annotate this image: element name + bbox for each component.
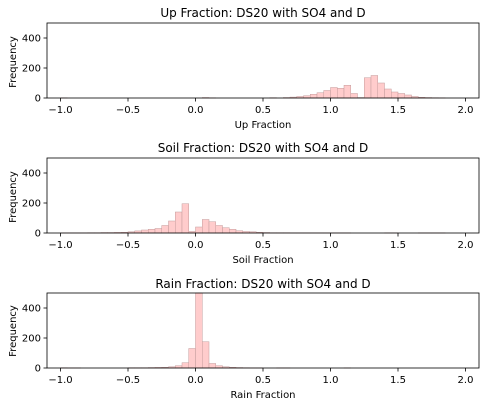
histogram-bar xyxy=(370,75,378,99)
histogram-bar xyxy=(215,225,223,234)
bars xyxy=(60,75,446,99)
x-axis-label: Up Fraction xyxy=(235,120,292,131)
y-tick-label: 200 xyxy=(22,64,41,75)
histogram-bar xyxy=(404,94,412,99)
histogram-bar xyxy=(168,220,176,234)
histogram-bar xyxy=(350,93,358,99)
y-tick-label: 400 xyxy=(22,169,41,180)
x-tick-label: −0.5 xyxy=(116,105,140,116)
x-tick-label: −1.0 xyxy=(48,375,72,386)
histogram-bar xyxy=(195,292,203,369)
x-tick-label: 1.5 xyxy=(390,375,406,386)
y-tick-label: 0 xyxy=(35,229,41,240)
x-tick-label: 1.0 xyxy=(323,240,339,251)
y-tick-label: 200 xyxy=(22,199,41,210)
soil-fraction-panel: Soil Fraction: DS20 with SO4 and D Soil … xyxy=(8,141,480,266)
y-tick-label: 0 xyxy=(35,94,41,105)
x-tick-label: 0.5 xyxy=(255,375,271,386)
histogram-bar xyxy=(175,211,183,234)
histogram-bar xyxy=(188,348,196,369)
x-tick-label: 1.0 xyxy=(323,375,339,386)
histogram-bar xyxy=(208,363,216,369)
histogram-bar xyxy=(181,203,189,234)
histogram-bar xyxy=(208,221,216,234)
histogram-bar xyxy=(330,87,338,99)
x-tick-label: −1.0 xyxy=(48,240,72,251)
histogram-bar xyxy=(202,341,210,369)
y-ticks: 0 200 400 xyxy=(22,304,47,375)
histogram-bar xyxy=(364,77,372,99)
histogram-bar xyxy=(337,88,345,99)
x-tick-label: −0.5 xyxy=(116,375,140,386)
bars xyxy=(60,292,351,369)
x-tick-label: 1.5 xyxy=(390,240,406,251)
x-tick-label: 0.5 xyxy=(255,240,271,251)
x-axis-label: Rain Fraction xyxy=(230,390,295,401)
y-tick-label: 400 xyxy=(22,304,41,315)
chart-title: Rain Fraction: DS20 with SO4 and D xyxy=(155,277,370,291)
y-tick-label: 200 xyxy=(22,334,41,345)
x-tick-label: 2.0 xyxy=(458,105,474,116)
histogram-bar xyxy=(222,227,230,234)
plot-frame xyxy=(46,22,480,99)
histogram-bar xyxy=(202,219,210,234)
y-tick-label: 0 xyxy=(35,364,41,375)
histogram-bar xyxy=(316,92,324,99)
chart-title: Soil Fraction: DS20 with SO4 and D xyxy=(158,141,369,155)
x-ticks: −1.0 −0.5 0.0 0.5 1.0 1.5 2.0 xyxy=(48,233,473,251)
x-tick-label: 0.0 xyxy=(188,105,204,116)
x-tick-label: 0.0 xyxy=(188,375,204,386)
histogram-bar xyxy=(377,82,385,99)
x-tick-label: 0.5 xyxy=(255,105,271,116)
histogram-bar xyxy=(397,93,405,99)
x-ticks: −1.0 −0.5 0.0 0.5 1.0 1.5 2.0 xyxy=(48,368,473,386)
x-ticks: −1.0 −0.5 0.0 0.5 1.0 1.5 2.0 xyxy=(48,98,473,116)
x-axis-label: Soil Fraction xyxy=(232,255,293,266)
y-axis-label: Frequency xyxy=(8,305,19,357)
histogram-bar xyxy=(343,85,351,99)
plot-frame xyxy=(46,157,480,234)
x-tick-label: 1.0 xyxy=(323,105,339,116)
x-tick-label: −1.0 xyxy=(48,105,72,116)
histogram-bar xyxy=(141,229,149,234)
x-tick-label: −0.5 xyxy=(116,240,140,251)
y-axis-label: Frequency xyxy=(8,171,19,223)
histogram-bar xyxy=(391,91,399,99)
histogram-bar xyxy=(148,229,156,234)
plot-frame xyxy=(46,292,480,369)
x-tick-label: 2.0 xyxy=(458,375,474,386)
bars xyxy=(60,203,446,234)
up-fraction-panel: Up Fraction: DS20 with SO4 and D Up Frac… xyxy=(8,6,480,131)
rain-fraction-panel: Rain Fraction: DS20 with SO4 and D Rain … xyxy=(8,277,480,401)
y-ticks: 0 200 400 xyxy=(22,34,47,105)
histogram-bar xyxy=(310,94,318,99)
x-tick-label: 1.5 xyxy=(390,105,406,116)
y-ticks: 0 200 400 xyxy=(22,169,47,240)
histogram-bar xyxy=(323,90,331,99)
histogram-bar xyxy=(181,362,189,369)
x-tick-label: 2.0 xyxy=(458,240,474,251)
histogram-bar xyxy=(161,225,169,234)
chart-title: Up Fraction: DS20 with SO4 and D xyxy=(160,6,365,20)
x-tick-label: 0.0 xyxy=(188,240,204,251)
y-axis-label: Frequency xyxy=(8,36,19,88)
histogram-bar xyxy=(154,228,162,234)
y-tick-label: 400 xyxy=(22,34,41,45)
histogram-bar xyxy=(384,88,392,99)
histogram-bar xyxy=(195,226,203,234)
histogram-bar xyxy=(229,229,237,234)
